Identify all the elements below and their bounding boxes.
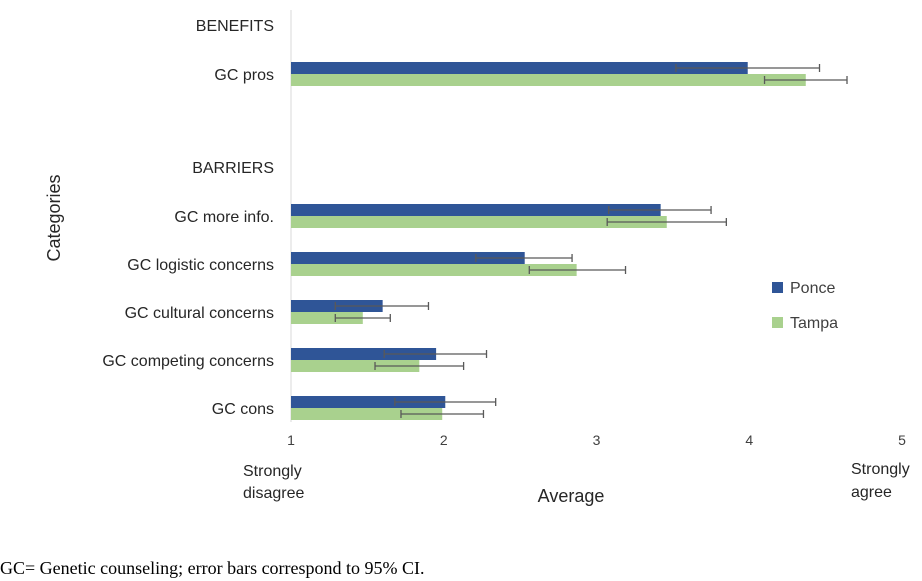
y-axis-title: Categories [44,174,64,261]
error-bar-tampa [528,266,627,274]
bar-ponce [291,62,748,74]
error-bar-ponce [334,302,430,310]
legend: Ponce Tampa [772,280,838,332]
bars [291,62,848,420]
category-label: GC competing concerns [102,353,274,370]
error-bar-ponce [675,64,821,72]
bar-tampa [291,360,420,372]
x-tick-label: 4 [745,432,753,448]
category-label: GC more info. [174,209,274,226]
x-tick-label: 3 [593,432,601,448]
error-bar-ponce [394,398,497,406]
bar-ponce [291,348,437,360]
error-bar-ponce [383,350,488,358]
footnote: GC= Genetic counseling; error bars corre… [0,558,425,578]
legend-label-tampa: Tampa [790,315,838,332]
x-min-label-line-2: disagree [243,485,304,502]
bar-tampa [291,312,363,324]
error-bar-ponce [475,254,573,262]
error-bar-tampa [606,218,727,226]
x-axis-title: Average [538,486,605,506]
x-max-label-line-2: agree [851,484,892,501]
x-tick-label: 2 [440,432,448,448]
group-label-benefits: BENEFITS [196,18,274,35]
category-label: GC cultural concerns [125,305,274,322]
bar-tampa [291,216,667,228]
group-label-barriers: BARRIERS [192,160,274,177]
x-tick-label: 5 [898,432,906,448]
x-tick-labels: 1 2 3 4 5 [287,432,906,448]
x-tick-label: 1 [287,432,295,448]
bar-ponce [291,204,661,216]
bar-ponce [291,252,525,264]
category-label: GC cons [212,401,274,418]
category-labels: GC pros GC more info. GC logistic concerns… [102,67,274,418]
error-bar-tampa [400,410,485,418]
x-min-label-line-1: Strongly [243,463,302,480]
error-bar-tampa [334,314,391,322]
category-label: GC logistic concerns [127,257,274,274]
legend-swatch-tampa [772,317,783,328]
category-label: GC pros [214,67,274,84]
error-bar-ponce [608,206,712,214]
bar-tampa [291,408,443,420]
bar-ponce [291,396,446,408]
bar-tampa [291,264,577,276]
error-bar-tampa [374,362,465,370]
bar-tampa [291,74,806,86]
error-bar-tampa [763,76,848,84]
legend-swatch-ponce [772,282,783,293]
x-max-label-line-1: Strongly [851,461,910,478]
legend-label-ponce: Ponce [790,280,835,297]
